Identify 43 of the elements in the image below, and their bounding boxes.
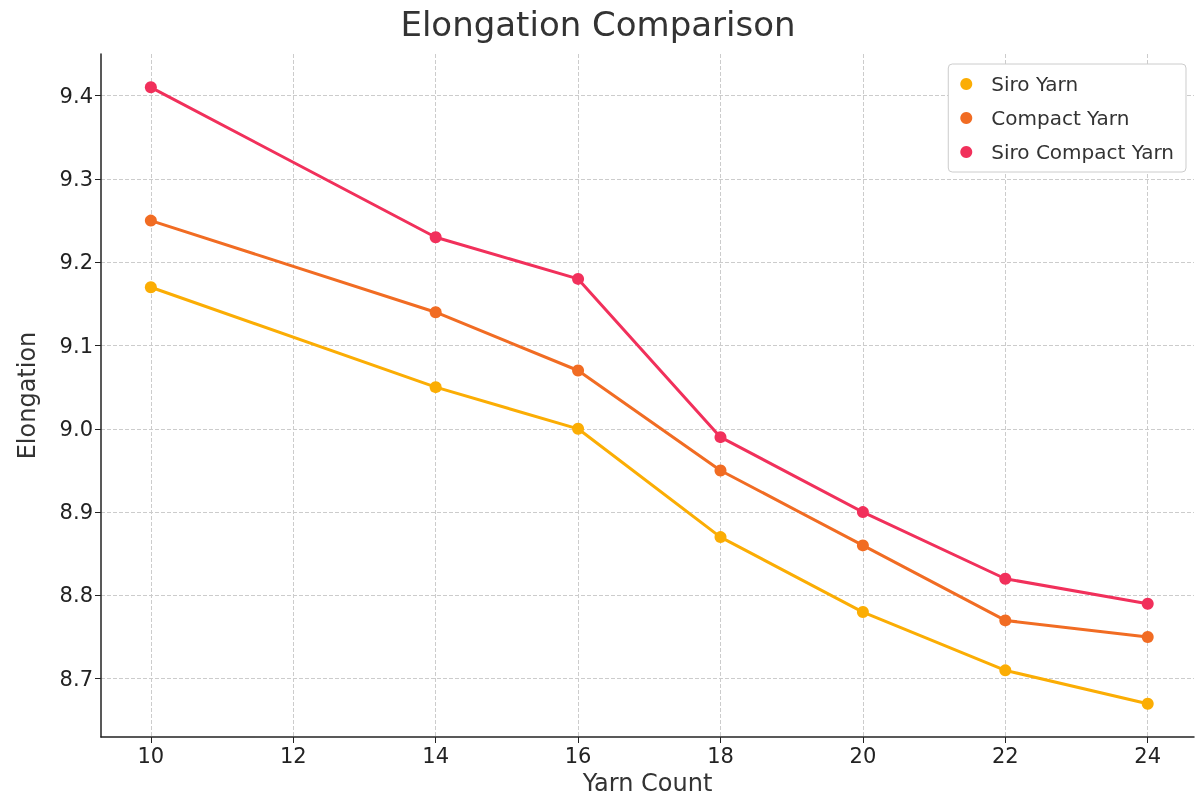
x-tick-label: 18: [707, 743, 734, 768]
x-tick-label: 24: [1134, 743, 1162, 768]
y-tick-label: 9.4: [59, 83, 93, 108]
x-tick-label: 10: [137, 743, 165, 768]
point: [144, 281, 157, 294]
point: [714, 431, 727, 444]
legend-label: Siro Compact Yarn: [991, 140, 1175, 164]
x-axis-title: Yarn Count: [581, 768, 713, 797]
y-tick-label: 8.9: [59, 500, 93, 525]
point: [1141, 697, 1154, 710]
chart-title: Elongation Comparison: [400, 4, 796, 44]
x-tick-label: 22: [991, 743, 1019, 768]
point: [856, 539, 869, 552]
point: [714, 464, 727, 477]
legend-label: Siro Yarn: [991, 72, 1079, 96]
point: [429, 381, 442, 394]
legend-label: Compact Yarn: [991, 106, 1130, 130]
point: [572, 272, 585, 285]
point: [714, 531, 727, 544]
y-tick-label: 9.2: [59, 250, 93, 275]
point: [856, 506, 869, 519]
y-tick-label: 9.0: [59, 416, 93, 441]
x-tick-label: 16: [564, 743, 592, 768]
point: [572, 422, 585, 435]
point: [999, 664, 1012, 677]
point: [429, 231, 442, 244]
point: [1141, 631, 1154, 644]
x-tick-label: 14: [422, 743, 450, 768]
point: [429, 306, 442, 319]
point: [999, 614, 1012, 627]
y-tick-label: 9.3: [59, 166, 93, 191]
point: [572, 364, 585, 377]
point: [1141, 597, 1154, 610]
y-axis-title: Elongation: [13, 331, 41, 460]
y-tick-label: 8.8: [59, 583, 93, 608]
point: [999, 572, 1012, 585]
x-tick-label: 20: [849, 743, 877, 768]
y-tick-label: 8.7: [59, 666, 93, 691]
x-tick-label: 12: [279, 743, 307, 768]
y-tick-label: 9.1: [59, 333, 93, 358]
point: [856, 606, 869, 619]
point: [144, 81, 157, 94]
point: [144, 214, 157, 227]
